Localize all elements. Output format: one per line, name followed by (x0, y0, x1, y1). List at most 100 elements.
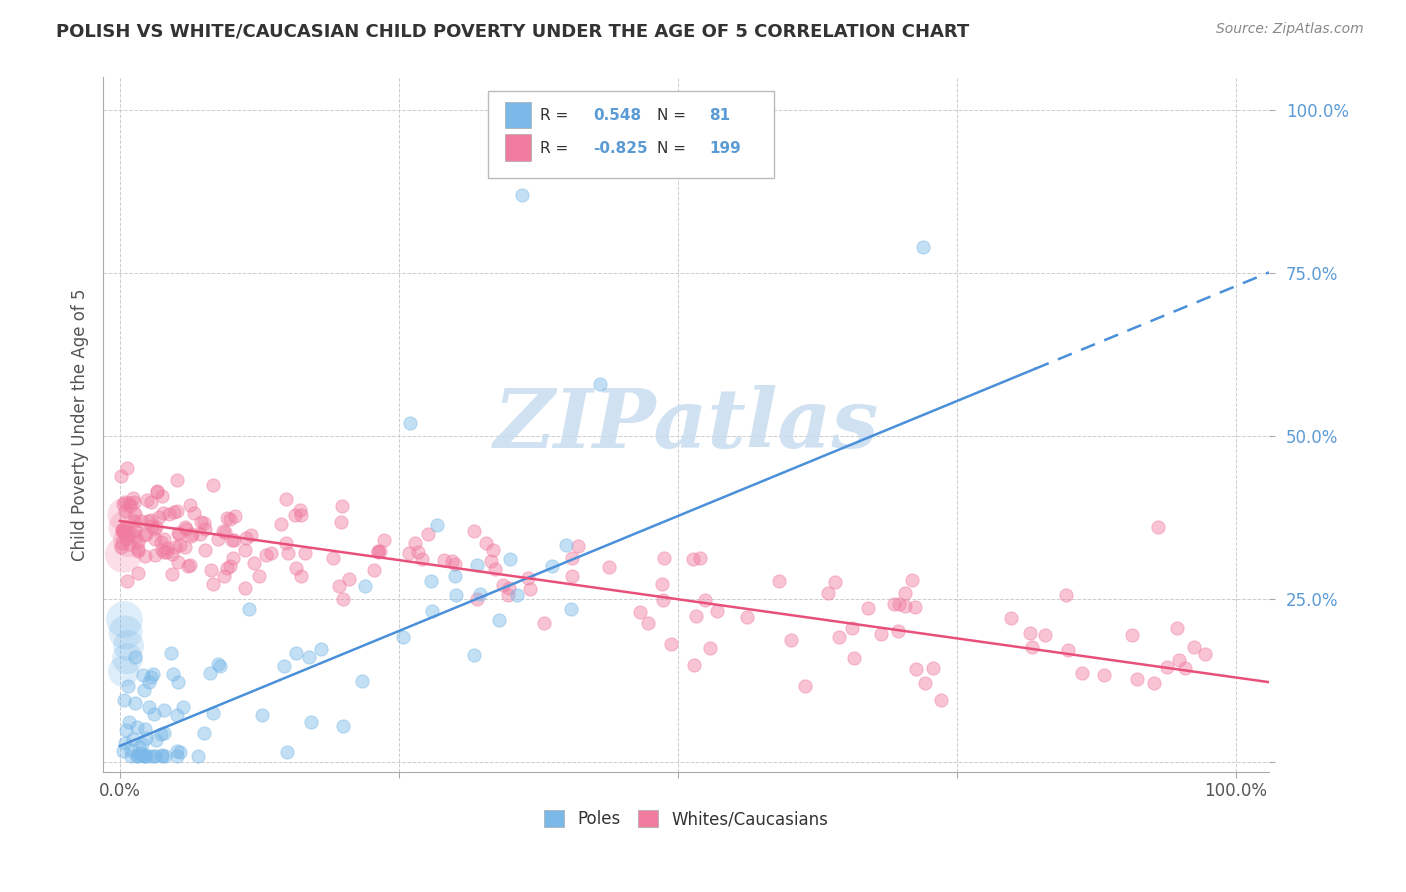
Point (141, 495, 163, 509)
Point (1126, 672, 1149, 686)
Point (224, 533, 246, 547)
Point (143, 748, 166, 763)
Point (166, 748, 188, 763)
Point (499, 552, 522, 566)
Point (285, 646, 308, 660)
Point (129, 514, 152, 528)
Point (298, 650, 321, 665)
Point (118, 715, 141, 730)
Point (463, 648, 485, 663)
Point (288, 503, 311, 517)
Point (363, 564, 385, 578)
Point (273, 658, 295, 673)
Point (152, 532, 174, 546)
Point (463, 524, 485, 538)
Text: -0.825: -0.825 (593, 141, 648, 156)
FancyBboxPatch shape (505, 135, 531, 161)
Point (856, 601, 879, 615)
Y-axis label: Child Poverty Under the Age of 5: Child Poverty Under the Age of 5 (72, 288, 89, 561)
Point (153, 748, 176, 763)
Point (367, 545, 389, 559)
Point (134, 683, 156, 698)
Point (134, 748, 156, 763)
Point (127, 541, 149, 556)
Point (904, 599, 927, 614)
Point (217, 511, 239, 525)
Point (134, 747, 156, 762)
Point (190, 527, 212, 541)
Point (1033, 628, 1056, 642)
Point (162, 505, 184, 519)
Point (193, 516, 215, 530)
Point (166, 744, 188, 758)
Point (411, 551, 433, 566)
Point (120, 748, 142, 763)
Point (166, 504, 188, 518)
Point (145, 733, 167, 747)
Point (224, 508, 246, 523)
Point (284, 561, 307, 575)
Point (122, 514, 145, 528)
Text: N =: N = (657, 108, 686, 123)
Point (187, 748, 209, 763)
Point (134, 722, 156, 736)
Point (235, 531, 257, 545)
Point (114, 495, 136, 509)
Point (125, 748, 148, 763)
Point (115, 528, 138, 542)
Text: R =: R = (540, 141, 568, 156)
Point (1166, 621, 1188, 635)
Point (426, 518, 449, 533)
Point (309, 641, 332, 656)
Point (166, 473, 188, 487)
Point (1174, 661, 1197, 675)
Point (905, 662, 928, 676)
Point (354, 579, 377, 593)
Point (111, 497, 134, 511)
Point (651, 577, 673, 591)
Point (1143, 675, 1166, 690)
Point (150, 748, 173, 763)
Point (124, 650, 146, 665)
Point (181, 526, 204, 541)
Point (174, 522, 197, 536)
Point (155, 541, 177, 555)
Point (127, 543, 149, 558)
Point (1182, 640, 1205, 655)
Point (589, 376, 612, 391)
Point (598, 560, 620, 574)
Point (1092, 667, 1115, 681)
Point (398, 546, 420, 560)
Point (176, 558, 198, 573)
Point (243, 556, 266, 570)
FancyBboxPatch shape (505, 102, 531, 128)
Text: N =: N = (657, 141, 686, 156)
Point (912, 240, 935, 254)
Point (173, 520, 195, 534)
Point (247, 569, 270, 583)
Point (685, 609, 707, 624)
Point (444, 588, 467, 602)
Point (135, 731, 157, 745)
Point (202, 478, 225, 492)
Point (1156, 660, 1178, 674)
Point (637, 616, 659, 631)
Point (212, 524, 235, 539)
Point (114, 520, 136, 534)
Point (169, 538, 191, 552)
Point (145, 533, 167, 547)
Point (117, 638, 139, 652)
Point (433, 552, 456, 566)
Point (207, 532, 229, 546)
Point (887, 598, 910, 612)
Point (392, 630, 415, 644)
Point (328, 579, 350, 593)
Point (221, 533, 243, 547)
Point (842, 651, 865, 665)
Point (481, 542, 503, 557)
Point (219, 558, 242, 573)
Point (167, 525, 190, 540)
Point (114, 532, 136, 546)
Point (1146, 520, 1168, 534)
Point (780, 633, 803, 648)
